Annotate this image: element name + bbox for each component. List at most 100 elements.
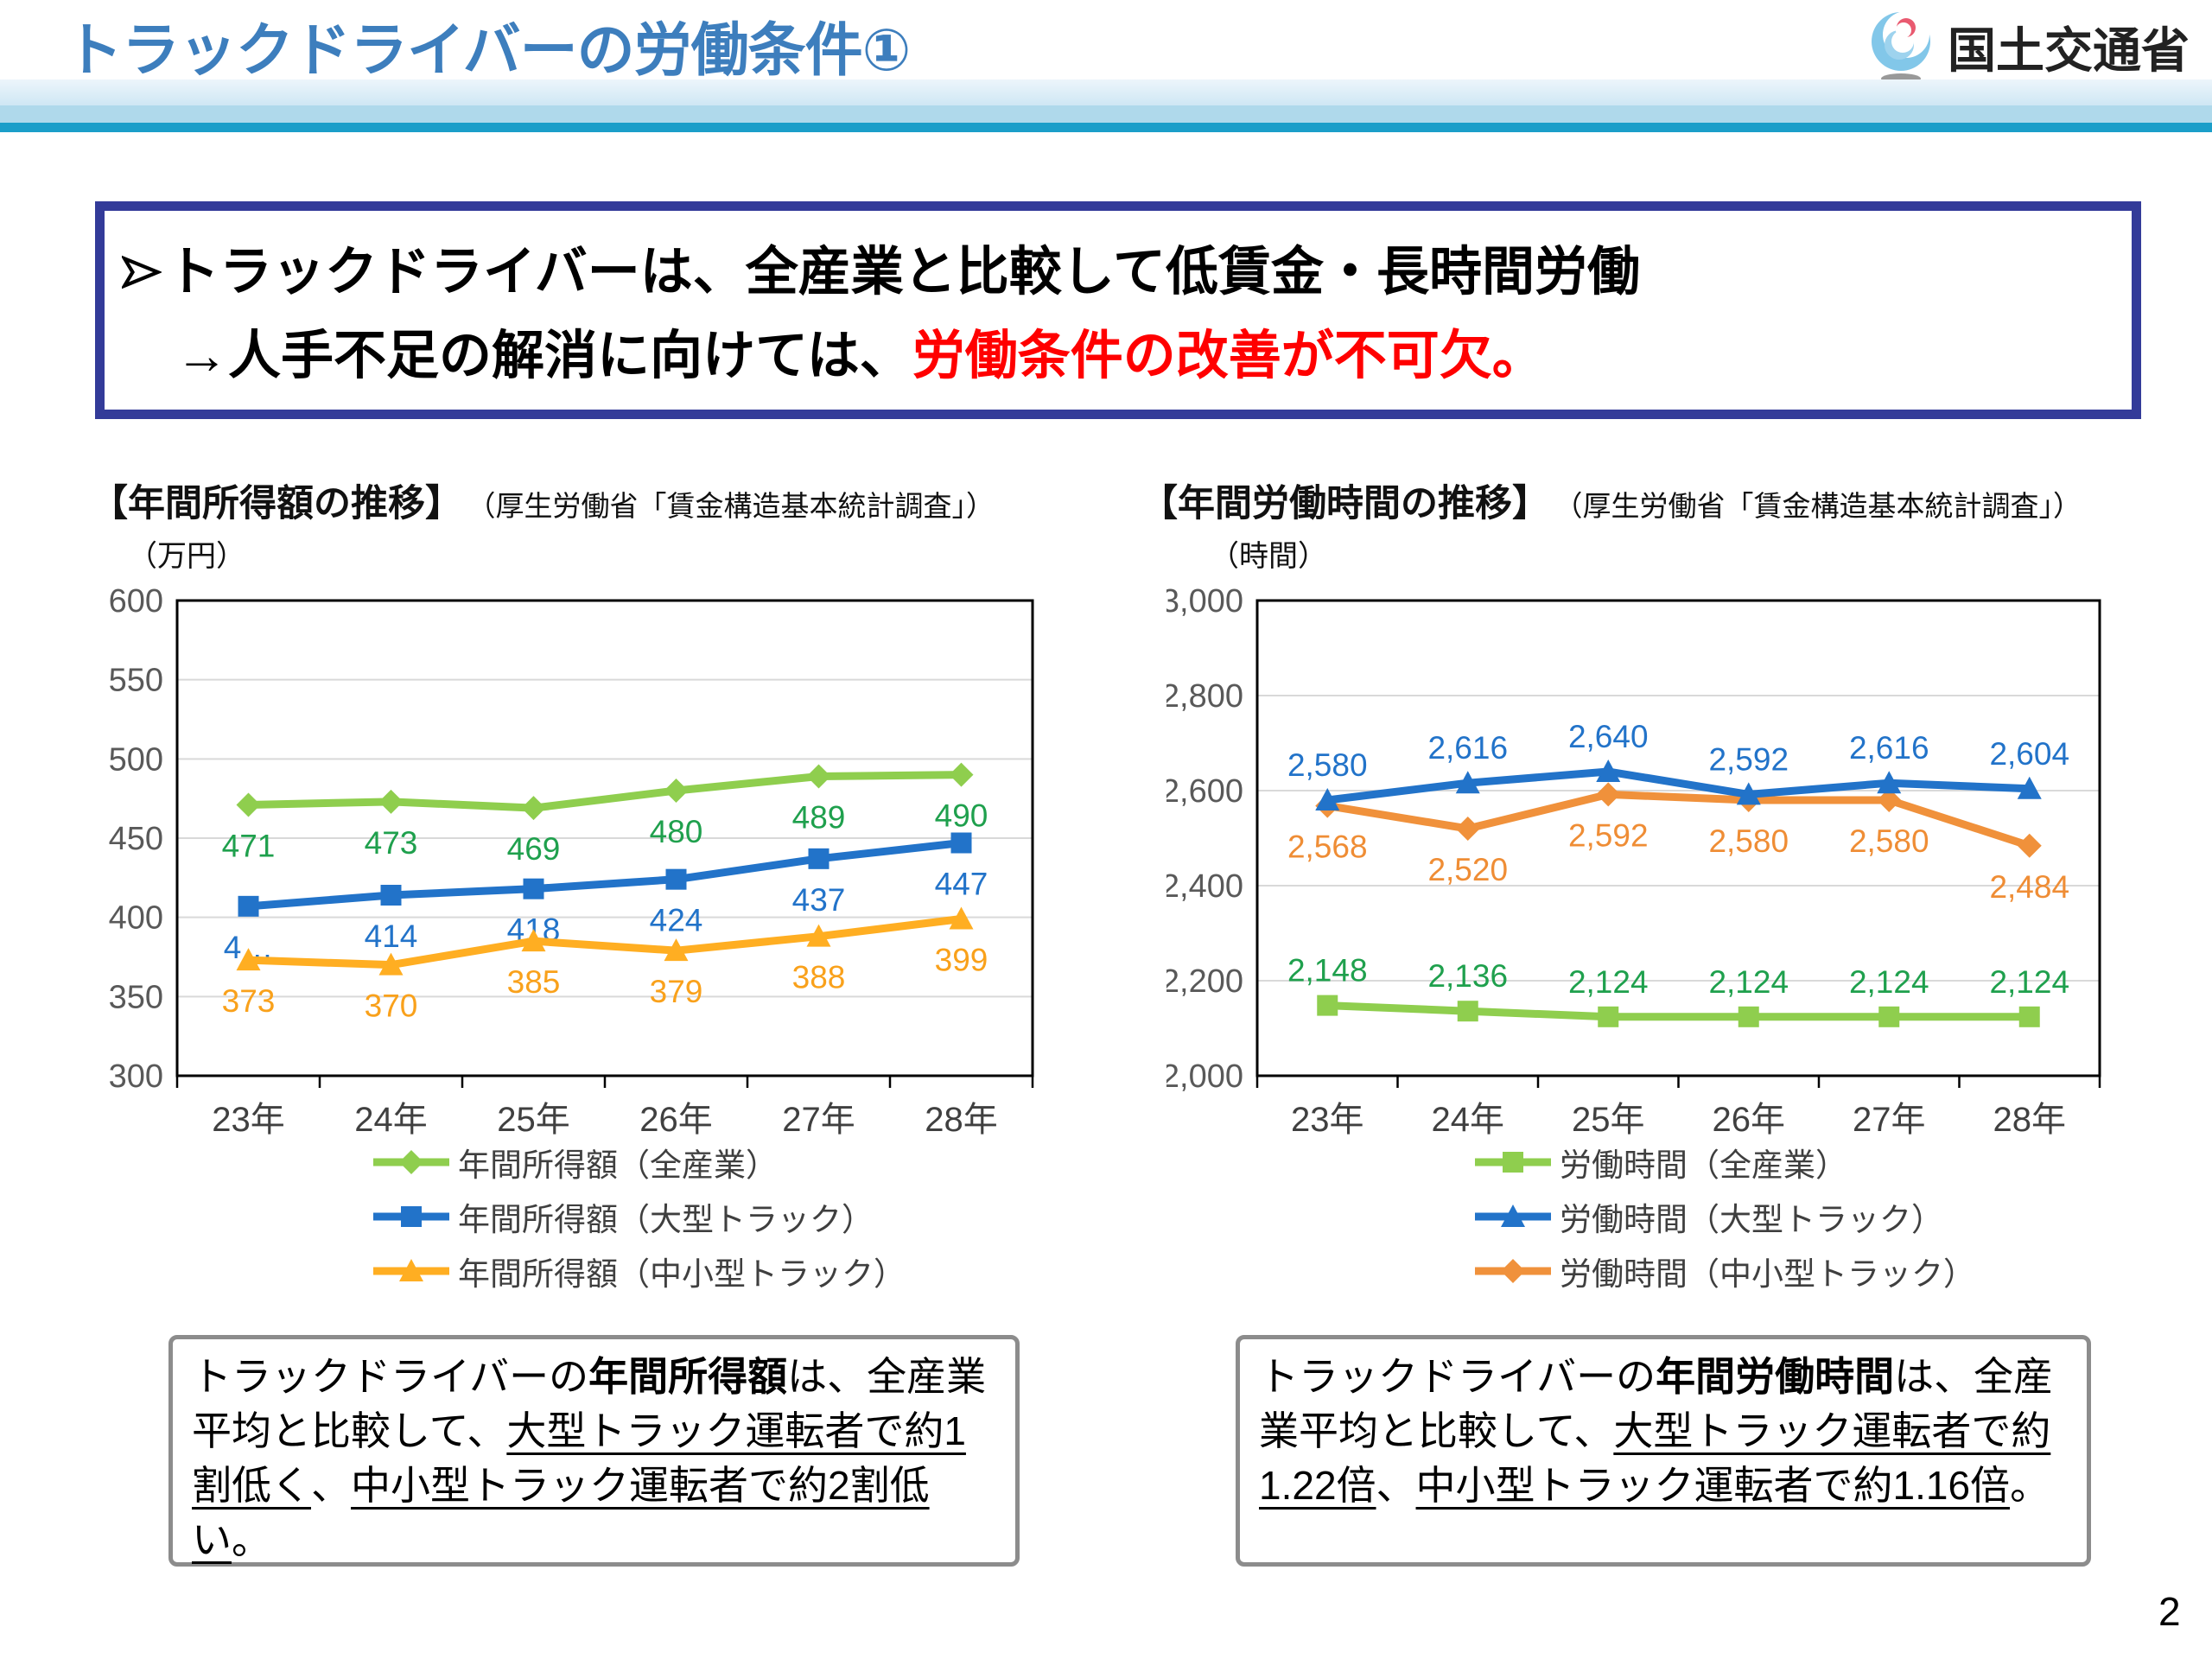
series-1: 4… 414 418 424 437 447 bbox=[224, 832, 988, 965]
svg-text:2,148: 2,148 bbox=[1287, 953, 1368, 988]
svg-text:2,800: 2,800 bbox=[1166, 678, 1243, 715]
insight-text-segment: 年間労働時間 bbox=[1656, 1354, 1895, 1399]
svg-text:437: 437 bbox=[792, 882, 846, 918]
left-chart-source: （厚生労働省「賃金構造基本統計調査」） bbox=[481, 490, 995, 522]
plot-border bbox=[175, 599, 1034, 1077]
svg-text:2,592: 2,592 bbox=[1568, 817, 1649, 853]
svg-text:26年: 26年 bbox=[1713, 1101, 1786, 1139]
svg-text:373: 373 bbox=[222, 983, 276, 1019]
svg-text:600: 600 bbox=[109, 583, 163, 620]
svg-text:424: 424 bbox=[650, 903, 703, 938]
gridlines bbox=[1257, 695, 2100, 982]
gridlines bbox=[177, 678, 1033, 998]
right-chart-title-row: 【年間労働時間の推移】 （厚生労働省「賃金構造基本統計調査」） bbox=[1141, 474, 2082, 527]
insight-text-segment: トラックドライバーの bbox=[192, 1354, 589, 1399]
left-chart-legend: 年間所得額（全産業） 年間所得額（大型トラック） 年間所得額（中小型トラック） bbox=[372, 1139, 906, 1294]
svg-text:418: 418 bbox=[507, 912, 561, 948]
svg-text:2,484: 2,484 bbox=[1989, 869, 2069, 905]
insight-text-segment: 中小型トラック運転者で約2割低い bbox=[192, 1463, 930, 1562]
header-accent-bar bbox=[0, 123, 2212, 132]
legend-label: 労働時間（大型トラック） bbox=[1560, 1202, 1943, 1237]
y-axis-labels: 2,000 2,200 2,400 2,600 2,800 3,000 bbox=[1166, 583, 1243, 1095]
left-line-chart: 300 350 400 450 500 550 600 23年 24年 25年 26年 27年 28年 4… bbox=[109, 583, 1034, 1139]
svg-text:400: 400 bbox=[109, 900, 163, 937]
header-band-mid bbox=[0, 105, 2212, 123]
svg-text:385: 385 bbox=[507, 964, 561, 1000]
svg-text:2,000: 2,000 bbox=[1166, 1058, 1243, 1095]
page-title: トラックドライバーの労働条件① bbox=[65, 18, 911, 83]
square-legend-marker-icon bbox=[373, 1206, 449, 1227]
triangle-legend-marker-icon bbox=[1475, 1205, 1551, 1227]
svg-text:370: 370 bbox=[365, 988, 418, 1024]
svg-text:23年: 23年 bbox=[212, 1101, 285, 1139]
legend-label: 年間所得額（中小型トラック） bbox=[458, 1256, 906, 1292]
x-axis: 23年 24年 25年 26年 27年 28年 bbox=[1255, 1076, 2101, 1139]
svg-text:2,580: 2,580 bbox=[1287, 747, 1368, 783]
mlit-logo-text: 国土交通省 bbox=[1948, 22, 2190, 78]
diamond-legend-marker-icon bbox=[1475, 1259, 1551, 1283]
series-0: 2,148 2,136 2,124 2,124 2,124 2,124 bbox=[1287, 953, 2069, 1027]
key-message-line2-red: 労働条件の改善が不可欠。 bbox=[912, 326, 1545, 385]
right-chart-unit-label: （時間） bbox=[1210, 540, 1327, 573]
svg-text:2,592: 2,592 bbox=[1708, 741, 1789, 777]
svg-text:2,400: 2,400 bbox=[1166, 868, 1243, 905]
insight-text-segment: 大型トラック運転者で約1割低く bbox=[192, 1408, 966, 1508]
key-message-line1: トラックドライバーは、全産業と比較して低賃金・長時間労働 bbox=[122, 230, 2132, 314]
insight-text-segment: 。 bbox=[232, 1517, 271, 1562]
svg-text:500: 500 bbox=[109, 741, 163, 778]
legend-item: 年間所得額（全産業） bbox=[372, 1139, 906, 1185]
insight-text-segment: 、 bbox=[311, 1463, 351, 1508]
svg-text:2,568: 2,568 bbox=[1287, 830, 1368, 865]
svg-text:3,000: 3,000 bbox=[1166, 583, 1243, 620]
svg-text:350: 350 bbox=[109, 979, 163, 1015]
insight-text-segment: 。 bbox=[2010, 1463, 2050, 1508]
svg-text:28年: 28年 bbox=[1993, 1101, 2067, 1139]
insight-text-segment: 大型トラック運転者で約1.22倍 bbox=[1259, 1408, 2051, 1508]
mlit-logo-icon bbox=[1872, 11, 1930, 84]
plot-border bbox=[1255, 599, 2101, 1077]
svg-text:550: 550 bbox=[109, 663, 163, 699]
series-2: 2,568 2,520 2,592 2,580 2,580 2,484 bbox=[1287, 782, 2069, 905]
svg-text:24年: 24年 bbox=[1432, 1101, 1505, 1139]
svg-text:2,136: 2,136 bbox=[1427, 958, 1508, 994]
svg-text:300: 300 bbox=[109, 1058, 163, 1095]
key-message-line2-black: →人手不足の解消に向けては、 bbox=[175, 326, 912, 385]
svg-text:2,124: 2,124 bbox=[1708, 964, 1789, 1000]
insight-text-segment: 年間所得額 bbox=[588, 1354, 788, 1399]
series-1: 2,580 2,616 2,640 2,592 2,616 2,604 bbox=[1287, 719, 2069, 810]
series-0: 471 473 469 480 489 490 bbox=[222, 762, 988, 867]
svg-text:2,124: 2,124 bbox=[1989, 964, 2069, 1000]
arrowhead-bullet-icon bbox=[122, 255, 162, 289]
svg-text:2,200: 2,200 bbox=[1166, 963, 1243, 1000]
left-chart-title-row: 【年間所得額の推移】 （厚生労働省「賃金構造基本統計調査」） bbox=[91, 474, 995, 527]
key-message-line2: →人手不足の解消に向けては、労働条件の改善が不可欠。 bbox=[175, 314, 2132, 397]
legend-item: 年間所得額（中小型トラック） bbox=[372, 1248, 906, 1294]
svg-text:27年: 27年 bbox=[1853, 1101, 1926, 1139]
svg-text:2,640: 2,640 bbox=[1568, 719, 1649, 754]
svg-text:450: 450 bbox=[109, 821, 163, 857]
diamond-legend-marker-icon bbox=[373, 1150, 449, 1174]
svg-text:2,580: 2,580 bbox=[1708, 823, 1789, 859]
svg-text:379: 379 bbox=[650, 974, 703, 1009]
svg-text:2,580: 2,580 bbox=[1849, 823, 1929, 859]
header-band-light bbox=[0, 79, 2212, 105]
svg-text:25年: 25年 bbox=[1572, 1101, 1645, 1139]
legend-label: 労働時間（中小型トラック） bbox=[1560, 1256, 1975, 1292]
page-number: 2 bbox=[2158, 1589, 2181, 1634]
svg-text:399: 399 bbox=[935, 943, 988, 978]
square-legend-marker-icon bbox=[1475, 1152, 1551, 1173]
series-2: 373 370 385 379 388 399 bbox=[222, 906, 988, 1024]
svg-text:2,616: 2,616 bbox=[1427, 730, 1508, 766]
insight-text-segment: は、全産業平均と比較して、 bbox=[1259, 1354, 2054, 1453]
left-chart-title: 【年間所得額の推移】 bbox=[91, 483, 462, 524]
svg-text:24年: 24年 bbox=[354, 1101, 428, 1139]
svg-text:489: 489 bbox=[792, 800, 846, 836]
left-chart-unit-label: （万円） bbox=[128, 540, 245, 573]
left-insight-box: トラックドライバーの年間所得額は、全産業平均と比較して、大型トラック運転者で約1… bbox=[168, 1335, 1020, 1567]
svg-text:2,124: 2,124 bbox=[1849, 964, 1929, 1000]
svg-text:388: 388 bbox=[792, 960, 846, 995]
svg-text:25年: 25年 bbox=[497, 1101, 570, 1139]
svg-text:2,124: 2,124 bbox=[1568, 964, 1649, 1000]
svg-text:27年: 27年 bbox=[782, 1101, 855, 1139]
svg-text:4…: 4… bbox=[224, 930, 274, 965]
